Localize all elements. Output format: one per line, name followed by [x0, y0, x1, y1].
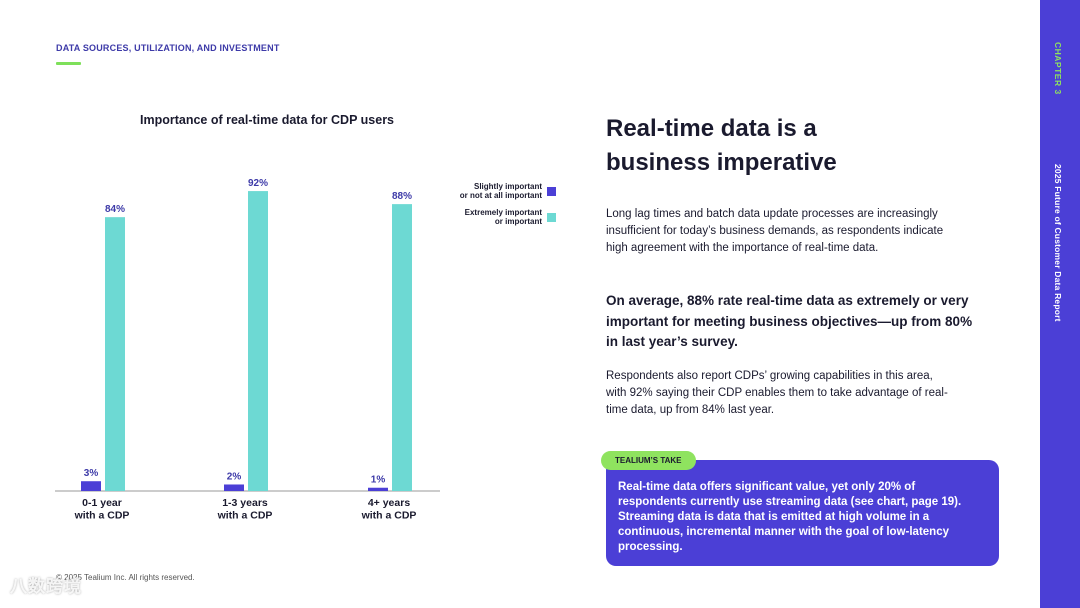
category-label: with a CDP [361, 510, 417, 522]
data-label: 1% [371, 475, 386, 486]
section-label: DATA SOURCES, UTILIZATION, AND INVESTMEN… [56, 43, 280, 53]
capabilities-paragraph: Respondents also report CDPs’ growing ca… [606, 370, 948, 416]
bar-extremely-2 [392, 204, 412, 491]
bar-slightly-2 [368, 487, 388, 491]
page-headline: Real-time data is a business imperative [606, 112, 1006, 180]
side-band [1040, 0, 1080, 608]
copyright-footer: © 2025 Tealium Inc. All rights reserved. [56, 573, 195, 582]
headline-line-1: Real-time data is a [606, 115, 817, 142]
legend-label-line: Slightly important [474, 182, 542, 191]
chart-legend: Slightly important or not at all importa… [440, 182, 556, 234]
legend-label-line: or important [494, 217, 542, 226]
side-chapter-label: CHAPTER 3 [1053, 42, 1063, 95]
chart-title: Importance of real-time data for CDP use… [140, 113, 395, 127]
tealium-take-badge: TEALIUM’S TAKE [601, 451, 696, 470]
headline-line-2: business imperative [606, 149, 837, 176]
legend-swatch-blue [547, 186, 556, 196]
bar-slightly-1 [224, 484, 244, 491]
category-label: 1-3 years [222, 497, 268, 509]
legend-entry-extremely: Extremely important or important [440, 208, 556, 226]
data-label: 92% [248, 178, 268, 189]
bar-extremely-0 [105, 217, 125, 491]
watermark-logo: 八数跨境 [10, 577, 82, 596]
bar-slightly-0 [81, 481, 101, 491]
legend-label-line: Extremely important [464, 208, 542, 217]
legend-label-line: or not at all important [459, 191, 542, 200]
tealium-take-box: Real-time data offers significant value,… [606, 460, 999, 566]
bar-extremely-1 [248, 191, 268, 491]
category-label: with a CDP [74, 510, 130, 522]
intro-paragraph: Long lag times and batch data update pro… [606, 208, 944, 254]
section-underline [56, 62, 81, 65]
data-label: 3% [84, 468, 99, 479]
data-label: 2% [227, 471, 242, 482]
legend-entry-slightly: Slightly important or not at all importa… [440, 182, 556, 200]
category-label: 0-1 year [82, 497, 122, 509]
category-label: 4+ years [368, 497, 410, 509]
data-label: 84% [105, 204, 125, 215]
tealium-take-text: Real-time data offers significant value,… [618, 481, 962, 553]
side-report-title: 2025 Future of Customer Data Report [1053, 164, 1063, 322]
category-label: with a CDP [217, 510, 273, 522]
key-stat-paragraph: On average, 88% rate real-time data as e… [606, 293, 973, 349]
data-label: 88% [392, 191, 412, 202]
legend-swatch-teal [547, 212, 556, 222]
